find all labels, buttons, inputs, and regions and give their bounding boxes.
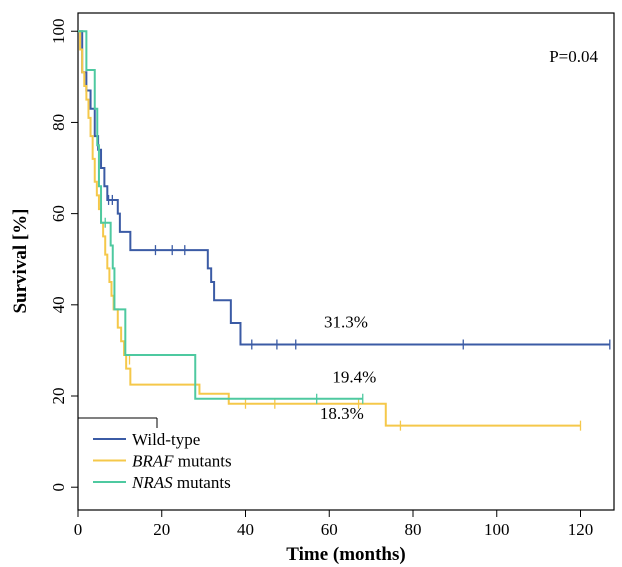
y-tick-label: 0 bbox=[49, 483, 68, 492]
y-tick-label: 60 bbox=[49, 205, 68, 222]
survival-curve bbox=[78, 30, 610, 346]
annotations: 31.3% 19.4% 18.3% bbox=[320, 313, 376, 423]
y-tick-label: 20 bbox=[49, 388, 68, 405]
x-tick-label: 100 bbox=[484, 520, 510, 539]
legend-label: NRAS mutants bbox=[131, 473, 231, 492]
series-wild-type bbox=[78, 30, 611, 350]
legend-label-italic: NRAS bbox=[131, 473, 173, 492]
legend-item: Wild-type bbox=[93, 430, 200, 449]
x-tick-label: 80 bbox=[405, 520, 422, 539]
curve-annotation: 18.3% bbox=[320, 404, 364, 423]
y-tick-label: 40 bbox=[49, 296, 68, 313]
legend-label-text: mutants bbox=[174, 452, 232, 471]
plot-area-frame bbox=[77, 12, 615, 511]
legend-label-italic: BRAF bbox=[132, 452, 174, 471]
series-nras-mutants bbox=[78, 30, 364, 404]
x-tick-label: 40 bbox=[237, 520, 254, 539]
x-tick-label: 0 bbox=[74, 520, 83, 539]
legend-label-text: mutants bbox=[173, 473, 231, 492]
x-axis: 0 20 40 60 80 100 120 bbox=[74, 510, 594, 539]
series-braf-mutants bbox=[78, 30, 582, 431]
y-tick-label: 80 bbox=[49, 114, 68, 131]
x-tick-label: 120 bbox=[568, 520, 594, 539]
curve-annotation: 19.4% bbox=[332, 367, 376, 386]
survival-curve bbox=[78, 30, 581, 427]
x-tick-label: 60 bbox=[321, 520, 338, 539]
legend-label-text: Wild-type bbox=[132, 430, 200, 449]
x-axis-label: Time (months) bbox=[286, 544, 405, 565]
legend-label: BRAF mutants bbox=[132, 452, 232, 471]
legend-label: Wild-type bbox=[132, 430, 200, 449]
legend-item: BRAF mutants bbox=[93, 452, 232, 471]
y-axis-label: Survival [%] bbox=[10, 208, 31, 313]
curve-annotation: 31.3% bbox=[324, 313, 368, 332]
x-tick-label: 20 bbox=[153, 520, 170, 539]
p-value-annotation: P=0.04 bbox=[549, 47, 598, 66]
y-axis: 0 20 40 60 80 100 bbox=[49, 18, 78, 491]
y-tick-label: 100 bbox=[49, 18, 68, 44]
series-layer bbox=[78, 30, 611, 431]
legend-item: NRAS mutants bbox=[93, 473, 231, 492]
